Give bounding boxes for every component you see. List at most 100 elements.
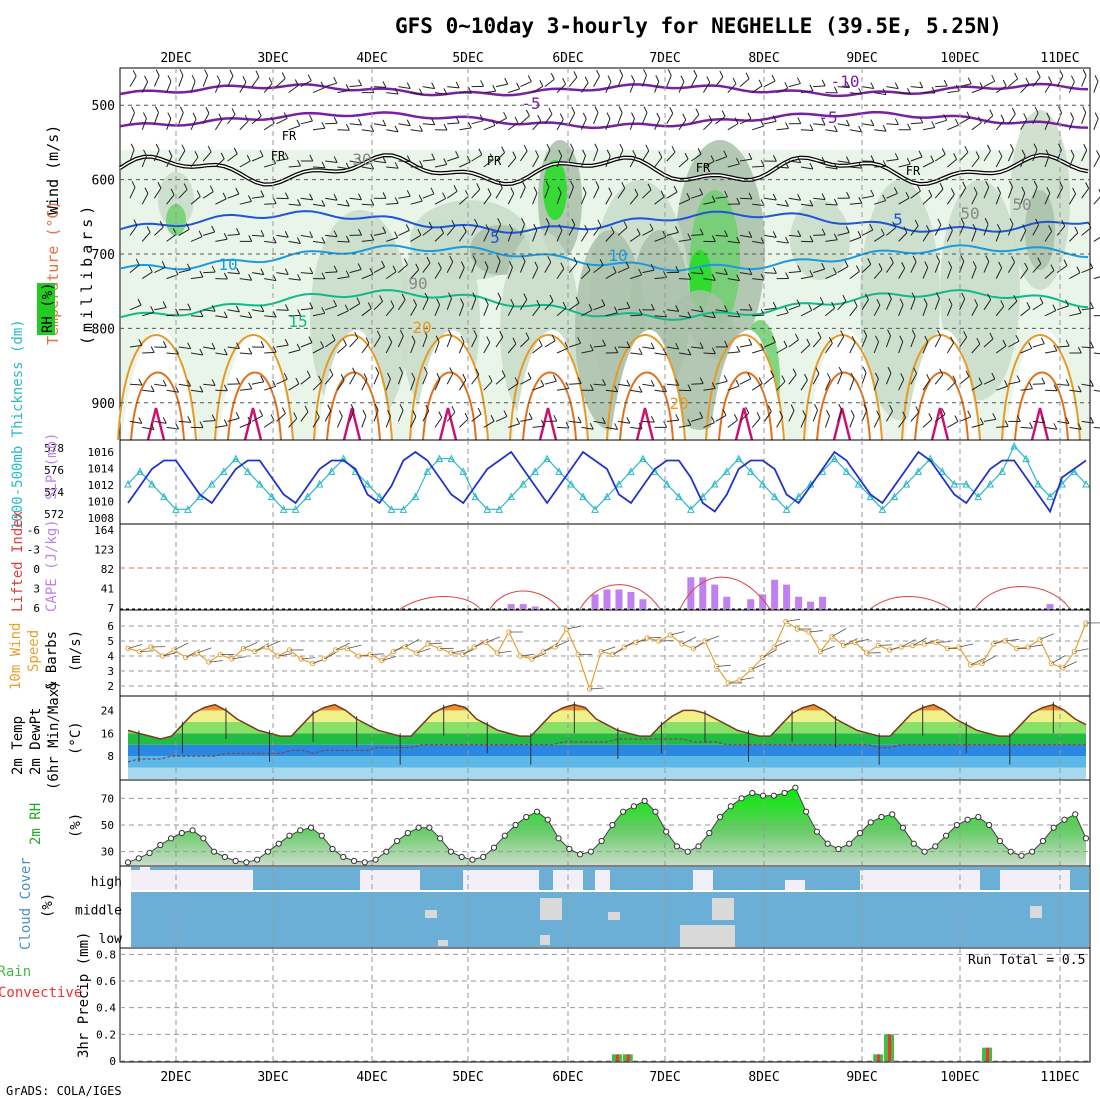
wind-barb: [138, 417, 143, 424]
wind-barb: [910, 261, 917, 273]
wind-barb: [551, 334, 556, 342]
wind-barb: [173, 642, 189, 651]
wind-barb: [831, 301, 836, 309]
wind-barb: [483, 159, 494, 168]
wind-barb: [826, 373, 831, 380]
wind-barb: [471, 120, 484, 125]
wind-barb: [584, 225, 589, 232]
wind-barb: [150, 346, 155, 353]
wind-barb: [1002, 79, 1007, 87]
wind-barb: [764, 80, 776, 88]
wind-barb: [736, 197, 741, 205]
thickness-marker: [243, 467, 252, 475]
wind-barb: [532, 305, 541, 317]
wind-barb: [1081, 346, 1094, 349]
wind-barb: [387, 372, 391, 380]
wind-barb: [739, 378, 751, 385]
wind-barb: [509, 223, 513, 231]
wind-barb: [771, 336, 776, 343]
rh-marker: [1061, 816, 1068, 823]
wind-barb: [179, 69, 184, 76]
wind-barb: [338, 410, 343, 417]
wind-barb: [410, 378, 416, 391]
wind-barb: [562, 301, 567, 309]
wind-barb: [898, 163, 911, 168]
wind-barb: [162, 652, 177, 657]
wind-barb: [361, 379, 368, 391]
rh-marker: [189, 827, 196, 834]
wind-barb: [821, 193, 826, 200]
wind-barb: [706, 76, 711, 83]
wind-barb: [981, 655, 997, 664]
wind-barb: [902, 411, 907, 418]
wind-barb: [510, 187, 515, 194]
wind-barb: [606, 112, 611, 119]
wind-barb: [654, 389, 667, 393]
y-tick-label: 8: [107, 750, 114, 763]
wind-barb: [1070, 75, 1075, 82]
wind-barb: [821, 262, 826, 270]
y-tick-label: 6: [107, 620, 114, 633]
wind-barb: [617, 112, 623, 124]
wind-barb: [581, 269, 591, 279]
wind-barb: [227, 346, 240, 350]
wind-barb: [922, 127, 935, 131]
wind-barb: [268, 77, 273, 84]
wind-barb: [352, 367, 356, 374]
rh-shade: [513, 330, 588, 440]
wind-barb: [922, 418, 933, 428]
wind-barb: [833, 125, 838, 132]
wind-barb: [581, 350, 594, 354]
wind-barb: [203, 346, 216, 350]
wind-barb: [361, 308, 372, 317]
wind-barb: [952, 375, 957, 382]
wind-barb: [995, 120, 1005, 131]
wind-barb: [521, 217, 525, 225]
wind-barb: [849, 271, 860, 280]
wind-barb: [556, 192, 562, 205]
temp-contour-minus5: [119, 110, 1089, 130]
contour-label: -5: [818, 108, 837, 127]
thickness-marker: [722, 467, 731, 475]
wind-barb: [318, 375, 323, 383]
wind-barb: [1028, 644, 1043, 648]
wind-barb: [544, 224, 550, 236]
wind-barb: [358, 118, 362, 126]
temp-contour-25: [1014, 371, 1069, 441]
wind-barb: [235, 412, 240, 419]
wind-barb: [533, 186, 538, 194]
wind-barb: [239, 352, 252, 355]
wind-barb: [312, 87, 325, 94]
wind-barb: [581, 426, 594, 430]
wind-barb: [582, 112, 587, 120]
wind-barb: [263, 420, 275, 428]
wind-barb: [1032, 112, 1039, 125]
wind-barb: [849, 378, 855, 391]
wind-barb: [300, 411, 309, 422]
wind-barb: [800, 90, 813, 94]
wind-barb: [309, 193, 314, 201]
wind-barb: [736, 274, 741, 281]
wind-barb: [397, 372, 403, 385]
wind-barb: [272, 310, 277, 318]
x-tick-label: 3DEC: [257, 51, 288, 66]
wind-barb: [520, 418, 533, 422]
wind-barb: [532, 267, 539, 279]
wind-barb: [1098, 189, 1100, 193]
wind-barb: [626, 341, 631, 348]
wind-barb: [190, 315, 204, 318]
wind-barb: [870, 82, 875, 89]
wind-barb: [906, 157, 911, 165]
wind-barb: [335, 642, 350, 651]
wind-barb: [910, 373, 918, 385]
wind-barb: [358, 228, 363, 236]
wind-barb: [459, 195, 469, 205]
wind-barb: [887, 329, 891, 336]
wind-barb: [1094, 75, 1099, 82]
wind-barb: [263, 83, 273, 93]
rh-marker: [576, 851, 584, 858]
wind-barb: [825, 203, 838, 206]
wind-barb: [963, 331, 968, 338]
wind-barb: [277, 653, 293, 657]
contour-label: 50: [1012, 195, 1031, 214]
